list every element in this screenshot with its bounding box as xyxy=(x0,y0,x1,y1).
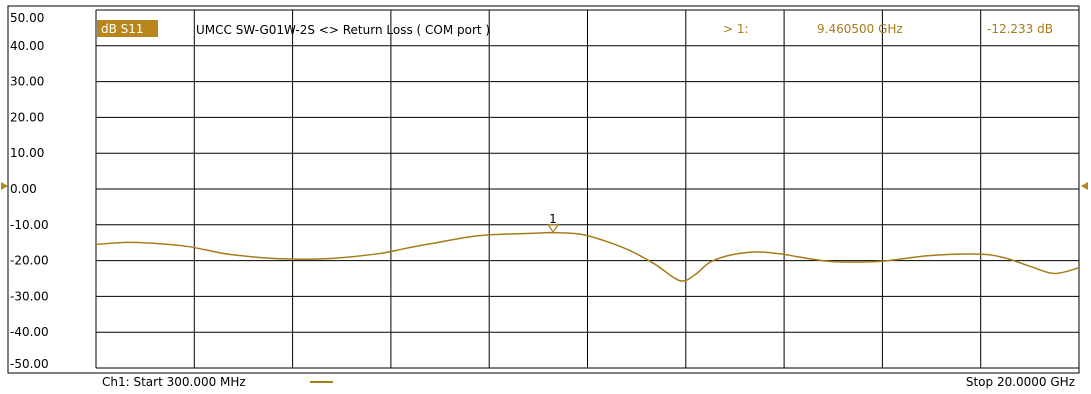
right-reference-pointer xyxy=(1081,182,1088,190)
y-tick-label: 40.00 xyxy=(10,39,44,53)
footer-start: Ch1: Start 300.000 MHz xyxy=(102,375,246,389)
marker-triangle xyxy=(546,224,560,233)
return-loss-trace xyxy=(95,231,1080,282)
y-tick-label: 30.00 xyxy=(10,75,44,89)
y-tick-label: 50.00 xyxy=(10,11,44,25)
y-tick-label: -10.00 xyxy=(10,218,49,232)
y-axis-tick-labels: 50.00 40.00 30.00 20.00 10.00 0.00 -10.00 -20.0… xyxy=(10,11,49,371)
y-tick-label: 20.00 xyxy=(10,110,44,124)
y-tick-label: 0.00 xyxy=(10,182,37,196)
marker-label: 1 xyxy=(549,212,557,226)
marker-layer: 1 xyxy=(546,212,560,233)
marker-readout-frequency: 9.460500 GHz xyxy=(817,22,903,36)
trace-badge[interactable]: dB S11 xyxy=(101,22,144,36)
marker-readout-value: -12.233 dB xyxy=(987,22,1053,36)
y-tick-label: -50.00 xyxy=(10,357,49,371)
left-reference-pointer xyxy=(1,182,8,190)
plot-grid xyxy=(95,9,1080,369)
footer-stop: Stop 20.0000 GHz xyxy=(966,375,1075,389)
y-tick-label: -20.00 xyxy=(10,254,49,268)
y-tick-label: -30.00 xyxy=(10,289,49,303)
y-tick-label: 10.00 xyxy=(10,146,44,160)
chart-title: UMCC SW-G01W-2S <> Return Loss ( COM por… xyxy=(196,23,490,37)
trace-layer xyxy=(95,231,1080,282)
y-tick-label: -40.00 xyxy=(10,325,49,339)
marker-readout-label: > 1: xyxy=(723,22,749,36)
trace-badge-bg xyxy=(97,20,158,37)
